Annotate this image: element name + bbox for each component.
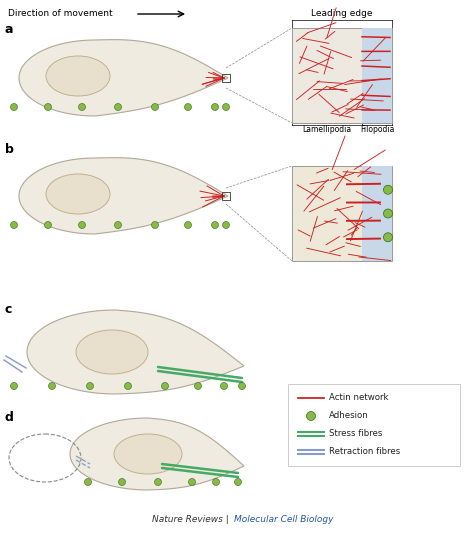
Text: a: a — [5, 23, 13, 36]
Polygon shape — [19, 158, 228, 234]
Circle shape — [115, 103, 121, 110]
Bar — [362, 28, 392, 123]
Text: c: c — [5, 303, 12, 316]
Text: Actin network: Actin network — [329, 393, 389, 402]
Circle shape — [222, 222, 229, 229]
Circle shape — [125, 383, 131, 390]
Circle shape — [79, 222, 85, 229]
Circle shape — [79, 103, 85, 110]
Circle shape — [45, 222, 52, 229]
Circle shape — [222, 103, 229, 110]
Circle shape — [10, 103, 18, 110]
Circle shape — [45, 103, 52, 110]
Circle shape — [211, 222, 219, 229]
Circle shape — [238, 383, 246, 390]
Circle shape — [194, 383, 201, 390]
Bar — [222, 74, 230, 82]
Circle shape — [184, 222, 191, 229]
Circle shape — [162, 383, 168, 390]
Text: Stress fibres: Stress fibres — [329, 430, 383, 439]
Bar — [288, 384, 460, 466]
Text: Nature Reviews |: Nature Reviews | — [152, 515, 232, 524]
Polygon shape — [19, 39, 228, 116]
Text: Molecular Cell Biology: Molecular Cell Biology — [234, 515, 334, 524]
Bar — [362, 166, 392, 261]
Circle shape — [152, 222, 158, 229]
Circle shape — [383, 233, 392, 242]
Circle shape — [86, 383, 93, 390]
Circle shape — [211, 103, 219, 110]
Circle shape — [118, 479, 126, 486]
Text: b: b — [5, 143, 14, 156]
Polygon shape — [70, 418, 244, 490]
Circle shape — [48, 383, 55, 390]
Circle shape — [10, 383, 18, 390]
Text: Filopodia: Filopodia — [360, 125, 394, 134]
Circle shape — [189, 479, 195, 486]
Circle shape — [10, 222, 18, 229]
Text: d: d — [5, 411, 14, 424]
Ellipse shape — [114, 434, 182, 474]
Text: Retraction fibres: Retraction fibres — [329, 448, 400, 456]
Circle shape — [383, 209, 392, 218]
Bar — [292, 28, 392, 123]
Circle shape — [307, 411, 316, 421]
Ellipse shape — [76, 330, 148, 374]
Circle shape — [220, 383, 228, 390]
Circle shape — [235, 479, 241, 486]
Text: Leading edge: Leading edge — [311, 10, 373, 19]
Circle shape — [212, 479, 219, 486]
Circle shape — [383, 185, 392, 194]
Circle shape — [184, 103, 191, 110]
Ellipse shape — [46, 174, 110, 214]
Text: Lamellipodia: Lamellipodia — [302, 125, 352, 134]
Bar — [222, 192, 230, 200]
Circle shape — [152, 103, 158, 110]
Circle shape — [115, 222, 121, 229]
Circle shape — [84, 479, 91, 486]
Text: Adhesion: Adhesion — [329, 411, 369, 421]
Text: Direction of movement: Direction of movement — [8, 10, 113, 19]
Polygon shape — [27, 310, 244, 394]
Bar — [292, 166, 392, 261]
Circle shape — [155, 479, 162, 486]
Ellipse shape — [46, 56, 110, 96]
